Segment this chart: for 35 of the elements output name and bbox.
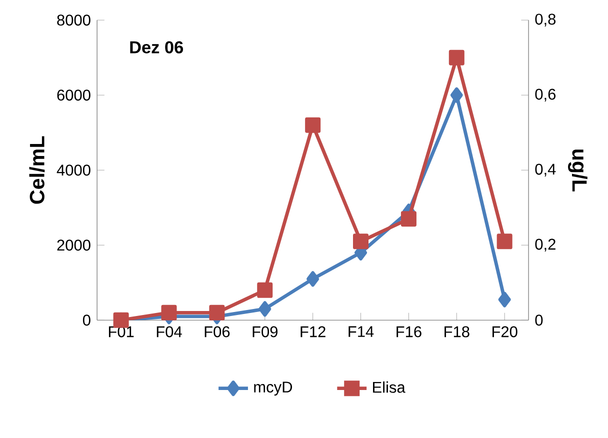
point — [400, 211, 416, 227]
y-tick-label: 8000 — [57, 14, 90, 26]
point — [450, 87, 463, 103]
x-tick-label: F16 — [396, 326, 422, 338]
x-tick-label: F18 — [444, 326, 470, 338]
annotation: Dez 06 — [130, 41, 184, 54]
legend-label: Elisa — [373, 381, 406, 393]
y2-tick-label: 0 — [535, 314, 543, 326]
x-tick-label: F14 — [348, 326, 374, 338]
y2-tick-label: 0,8 — [535, 14, 556, 27]
y-tick-label: 4000 — [56, 164, 90, 176]
y2-tick-label: 0,2 — [535, 238, 556, 252]
x-tick-label: F04 — [156, 326, 182, 338]
point — [496, 234, 512, 250]
point — [257, 282, 273, 298]
x-tick-label: F12 — [300, 326, 326, 338]
y-tick-label: 6000 — [57, 90, 90, 101]
y-axis-title: Cel/mL — [29, 136, 45, 204]
x-tick-label: F06 — [204, 326, 230, 338]
point — [305, 117, 321, 133]
y-tick-label: 0 — [82, 314, 90, 326]
y-tick-label: 2000 — [57, 240, 90, 251]
point — [258, 301, 272, 317]
point — [498, 292, 511, 308]
x-tick-label: F09 — [252, 326, 278, 338]
legend-label: mcyD — [254, 382, 292, 396]
y2-tick-label: 0,6 — [535, 88, 556, 102]
y2-axis-title: ug/L — [568, 150, 588, 192]
point — [306, 271, 320, 287]
point — [448, 50, 464, 66]
point — [353, 234, 369, 250]
point — [209, 304, 225, 321]
point — [161, 304, 177, 321]
y2-tick-label: 0,4 — [535, 164, 556, 177]
x-tick-label: F20 — [492, 326, 518, 338]
